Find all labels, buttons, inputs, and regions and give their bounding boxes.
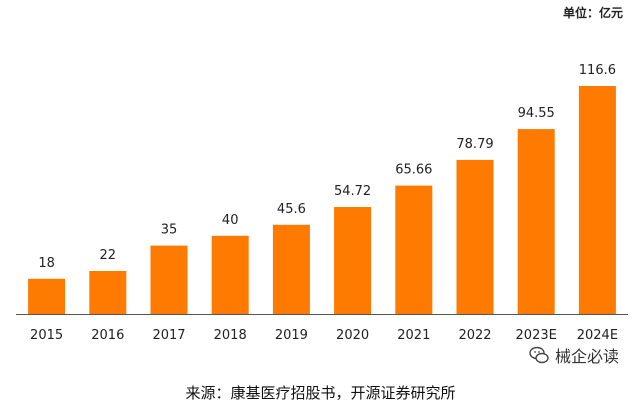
bar-value-label-2019: 45.6 [277, 202, 306, 217]
bar-value-label-2015: 18 [38, 256, 55, 271]
bar-2017 [150, 245, 188, 314]
x-tick-labels-layer: 2015 2016 2017 2018 2019 2020 2021 2022 2023E 202… [30, 328, 618, 343]
bar-value-label-2018: 40 [222, 213, 239, 228]
bar-2015 [28, 278, 66, 314]
x-tick-label-2018: 2018 [214, 328, 247, 343]
watermark: 械企必读 [529, 343, 619, 367]
x-tick-label-2022: 2022 [458, 328, 491, 343]
bar-2018 [211, 235, 249, 314]
bar-value-label-2021: 65.66 [395, 163, 432, 178]
wechat-logo-icon [529, 346, 549, 364]
bar-2020 [334, 207, 372, 314]
watermark-text: 械企必读 [554, 347, 619, 366]
x-tick-label-2015: 2015 [30, 328, 63, 343]
x-tick-label-2020: 2020 [336, 328, 369, 343]
x-tick-label-2024E: 2024E [577, 328, 618, 343]
x-tick-label-2023E: 2023E [516, 328, 557, 343]
bar-value-label-2024E: 116.6 [579, 63, 616, 78]
bar-value-label-2016: 22 [100, 248, 117, 263]
bar-value-label-2017: 35 [161, 223, 178, 238]
x-tick-label-2017: 2017 [152, 328, 185, 343]
bar-2019 [272, 224, 310, 314]
source-note: 来源：康基医疗招股书，开源证券研究所 [185, 384, 456, 402]
bar-2022 [456, 159, 494, 314]
bar-2024E [578, 86, 616, 314]
bar-2021 [395, 185, 433, 314]
bar-value-label-2020: 54.72 [334, 184, 371, 199]
x-tick-label-2021: 2021 [397, 328, 430, 343]
bar-value-label-2023E: 94.55 [518, 106, 555, 121]
bar-2023E [517, 129, 555, 314]
x-tick-label-2016: 2016 [91, 328, 124, 343]
x-tick-label-2019: 2019 [275, 328, 308, 343]
bars-layer [28, 86, 616, 314]
value-labels-layer: 18 22 35 40 45.6 54.72 65.66 78.79 94.55 116.6 [38, 63, 616, 271]
bar-value-label-2022: 78.79 [456, 137, 493, 152]
unit-label: 单位：亿元 [562, 6, 623, 20]
bar-2016 [89, 271, 127, 314]
